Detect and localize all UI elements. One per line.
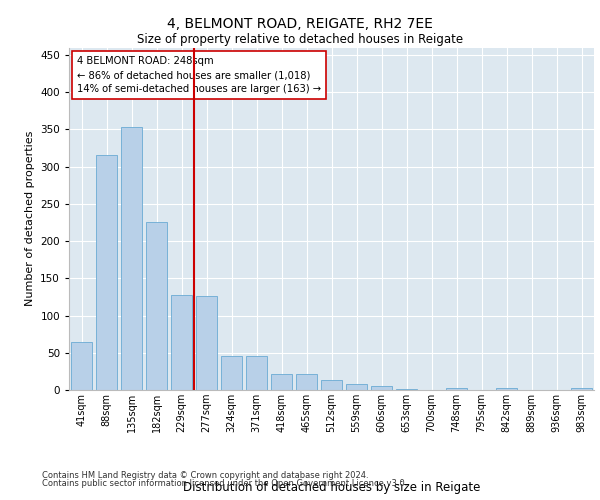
Bar [221,356,242,390]
Bar [446,388,467,390]
X-axis label: Distribution of detached houses by size in Reigate: Distribution of detached houses by size … [183,481,480,494]
Bar [146,222,167,390]
Bar [571,388,592,390]
Bar [71,342,92,390]
Bar [321,380,342,390]
Bar [296,374,317,390]
Text: 4, BELMONT ROAD, REIGATE, RH2 7EE: 4, BELMONT ROAD, REIGATE, RH2 7EE [167,18,433,32]
Text: 4 BELMONT ROAD: 248sqm
← 86% of detached houses are smaller (1,018)
14% of semi-: 4 BELMONT ROAD: 248sqm ← 86% of detached… [77,56,321,94]
Bar [196,296,217,390]
Bar [246,356,267,390]
Y-axis label: Number of detached properties: Number of detached properties [25,131,35,306]
Bar [171,296,192,390]
Bar [121,127,142,390]
Bar [371,386,392,390]
Bar [271,374,292,390]
Bar [96,156,117,390]
Text: Contains HM Land Registry data © Crown copyright and database right 2024.: Contains HM Land Registry data © Crown c… [42,471,368,480]
Bar [346,384,367,390]
Text: Contains public sector information licensed under the Open Government Licence v3: Contains public sector information licen… [42,478,407,488]
Bar [496,388,517,390]
Text: Size of property relative to detached houses in Reigate: Size of property relative to detached ho… [137,32,463,46]
